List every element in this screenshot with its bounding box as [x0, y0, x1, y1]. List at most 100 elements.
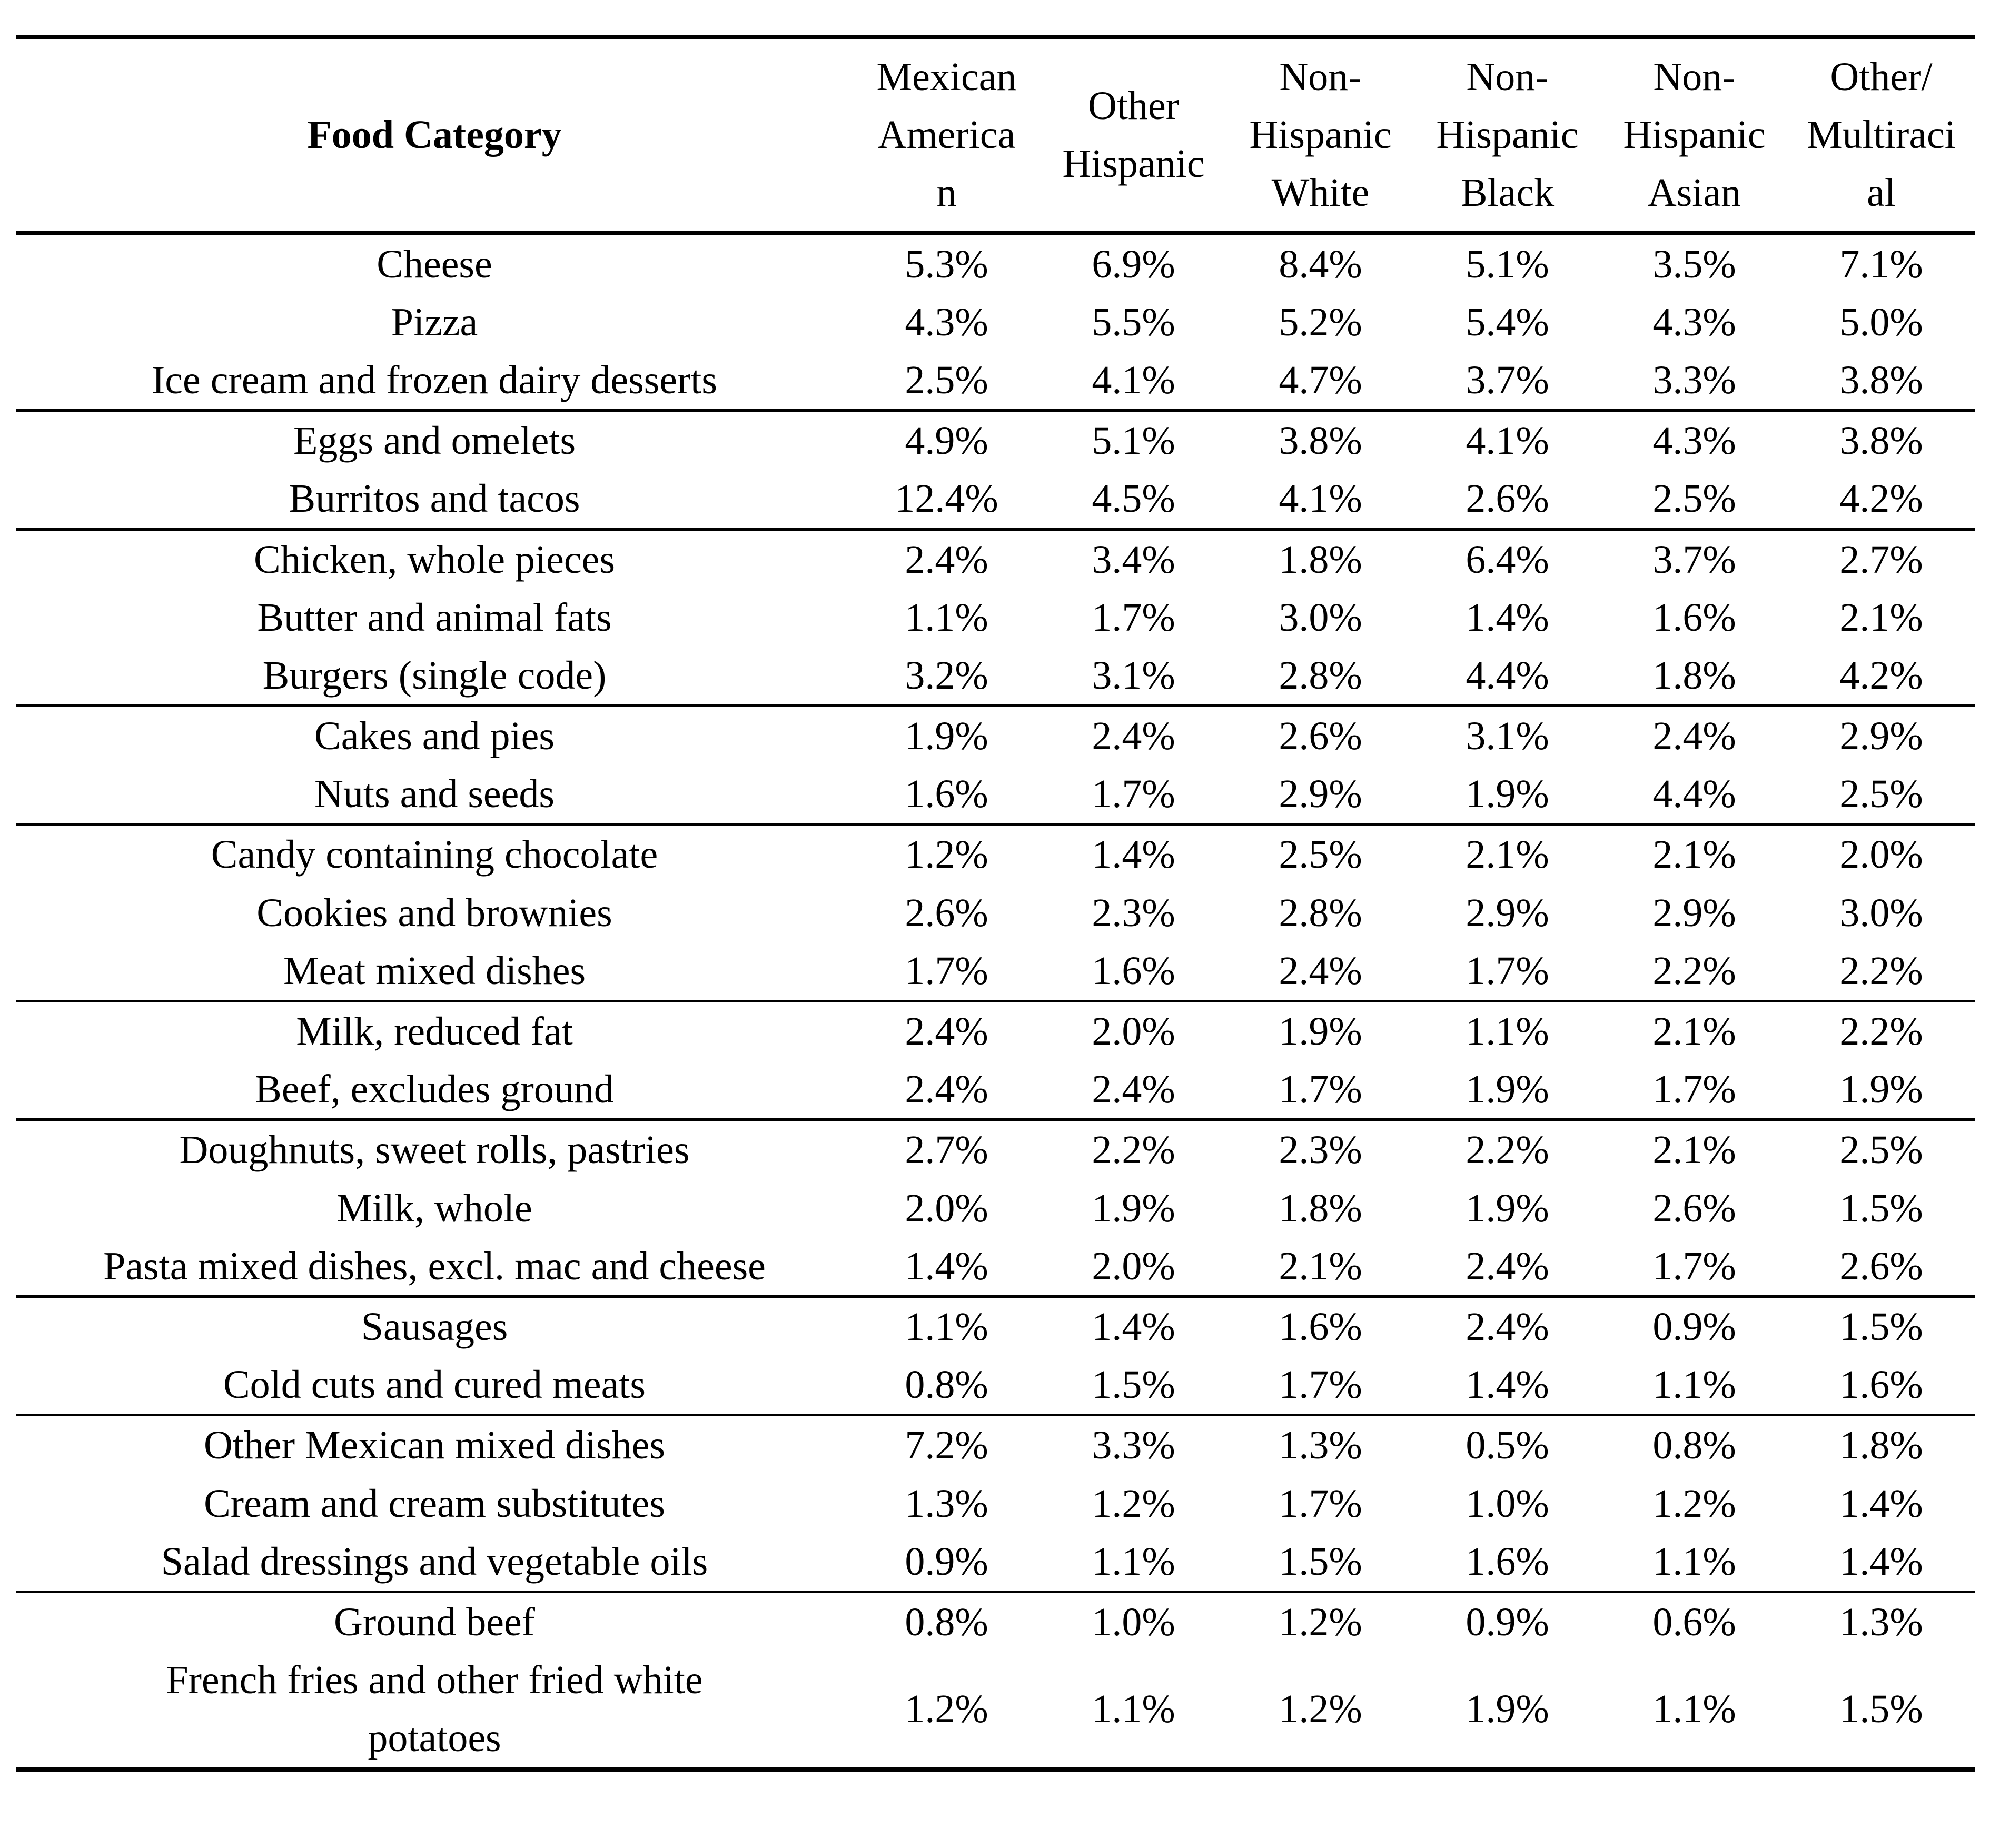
value-cell: 2.9%: [1466, 890, 1549, 935]
value-cell: 1.2%: [905, 832, 988, 877]
column-header-3: Non- Hispanic White: [1249, 55, 1392, 215]
value-cell: 4.3%: [1652, 300, 1736, 344]
row-group-2: Eggs and omelets 4.9% 5.1% 3.8% 4.1% 4.3% 3.8%…: [16, 411, 1975, 529]
value-cell: 4.2%: [1839, 476, 1923, 521]
food-category-table: Food Category Mexican America n Other Hisp…: [16, 35, 1975, 1772]
value-cell: 1.5%: [1092, 1363, 1175, 1407]
value-cell: 1.8%: [1652, 653, 1736, 698]
value-cell: 1.6%: [1466, 1539, 1549, 1584]
value-cell: 1.1%: [1092, 1687, 1175, 1732]
value-cell: 1.7%: [1652, 1244, 1736, 1288]
table-row: Milk, whole 2.0% 1.9% 1.8% 1.9% 2.6% 1.5%: [16, 1179, 1975, 1237]
food-category-cell: Candy containing chocolate: [211, 832, 658, 877]
value-cell: 1.4%: [905, 1244, 988, 1288]
value-cell: 1.2%: [905, 1687, 988, 1732]
value-cell: 2.9%: [1839, 714, 1923, 759]
value-cell: 2.3%: [1279, 1128, 1362, 1173]
value-cell: 1.9%: [1839, 1067, 1923, 1112]
value-cell: 1.2%: [1279, 1599, 1362, 1644]
value-cell: 4.1%: [1279, 476, 1362, 521]
food-category-cell: Ice cream and frozen dairy desserts: [152, 357, 717, 402]
value-cell: 2.0%: [1092, 1009, 1175, 1054]
value-cell: 6.9%: [1092, 242, 1175, 286]
value-cell: 4.1%: [1466, 419, 1549, 463]
value-cell: 3.3%: [1652, 357, 1736, 402]
table-row: Other Mexican mixed dishes 7.2% 3.3% 1.3% 0.…: [16, 1415, 1975, 1475]
value-cell: 1.1%: [1466, 1009, 1549, 1054]
value-cell: 1.1%: [905, 595, 988, 640]
value-cell: 1.0%: [1466, 1481, 1549, 1526]
value-cell: 5.1%: [1092, 419, 1175, 463]
value-cell: 3.4%: [1092, 537, 1175, 582]
table-row: Meat mixed dishes 1.7% 1.6% 2.4% 1.7% 2.2% 2.2…: [16, 942, 1975, 1001]
value-cell: 1.2%: [1092, 1481, 1175, 1526]
row-group-4: Cakes and pies 1.9% 2.4% 2.6% 3.1% 2.4% 2.9% Nu…: [16, 706, 1975, 824]
table-header: Food Category Mexican America n Other Hisp…: [16, 37, 1975, 233]
table-row: Candy containing chocolate 1.2% 1.4% 2.5% 2.…: [16, 824, 1975, 884]
value-cell: 2.1%: [1279, 1244, 1362, 1288]
value-cell: 2.6%: [1839, 1244, 1923, 1288]
food-category-cell: Cold cuts and cured meats: [223, 1363, 646, 1407]
value-cell: 2.1%: [1839, 595, 1923, 640]
value-cell: 0.5%: [1466, 1423, 1549, 1468]
row-group-7: Doughnuts, sweet rolls, pastries 2.7% 2.2%…: [16, 1120, 1975, 1297]
value-cell: 1.9%: [1466, 1687, 1549, 1732]
value-cell: 4.4%: [1652, 772, 1736, 817]
value-cell: 1.3%: [1279, 1423, 1362, 1468]
value-cell: 0.9%: [905, 1539, 988, 1584]
value-cell: 2.0%: [1092, 1244, 1175, 1288]
row-group-3: Chicken, whole pieces 2.4% 3.4% 1.8% 6.4% 3.7…: [16, 529, 1975, 706]
table-row: Chicken, whole pieces 2.4% 3.4% 1.8% 6.4% 3.7…: [16, 529, 1975, 589]
value-cell: 4.5%: [1092, 476, 1175, 521]
value-cell: 2.5%: [1652, 476, 1736, 521]
value-cell: 2.4%: [905, 537, 988, 582]
row-group-8: Sausages 1.1% 1.4% 1.6% 2.4% 0.9% 1.5% Cold cut…: [16, 1296, 1975, 1415]
value-cell: 2.2%: [1839, 948, 1923, 993]
food-category-cell: Eggs and omelets: [293, 419, 576, 463]
value-cell: 2.6%: [1466, 476, 1549, 521]
value-cell: 3.8%: [1279, 419, 1362, 463]
value-cell: 3.0%: [1839, 890, 1923, 935]
table-row: Ground beef 0.8% 1.0% 1.2% 0.9% 0.6% 1.3%: [16, 1592, 1975, 1651]
food-category-cell: Salad dressings and vegetable oils: [161, 1539, 708, 1584]
value-cell: 2.6%: [1279, 714, 1362, 759]
food-category-cell: Pasta mixed dishes, excl. mac and cheese: [103, 1244, 766, 1288]
value-cell: 2.0%: [905, 1186, 988, 1230]
food-category-cell: Butter and animal fats: [257, 595, 612, 640]
table-row: Burgers (single code) 3.2% 3.1% 2.8% 4.4% 1.8…: [16, 647, 1975, 706]
table-row: Cookies and brownies 2.6% 2.3% 2.8% 2.9% 2.9%…: [16, 884, 1975, 942]
value-cell: 1.4%: [1839, 1481, 1923, 1526]
value-cell: 1.7%: [1092, 595, 1175, 640]
column-header-food-category: Food Category: [307, 113, 562, 157]
value-cell: 2.1%: [1466, 832, 1549, 877]
table-row: Salad dressings and vegetable oils 0.9% 1.…: [16, 1533, 1975, 1592]
value-cell: 2.1%: [1652, 1128, 1736, 1173]
value-cell: 2.2%: [1466, 1128, 1549, 1173]
food-category-cell: Burritos and tacos: [289, 476, 580, 521]
value-cell: 1.6%: [1279, 1304, 1362, 1349]
value-cell: 0.9%: [1652, 1304, 1736, 1349]
table-row: Nuts and seeds 1.6% 1.7% 2.9% 1.9% 4.4% 2.5%: [16, 765, 1975, 824]
food-category-cell: Sausages: [361, 1304, 508, 1349]
value-cell: 1.4%: [1839, 1539, 1923, 1584]
food-category-cell: Cheese: [377, 242, 492, 286]
food-category-cell: Ground beef: [334, 1599, 535, 1644]
value-cell: 2.4%: [905, 1009, 988, 1054]
value-cell: 1.9%: [1466, 1067, 1549, 1112]
value-cell: 1.4%: [1092, 1304, 1175, 1349]
value-cell: 1.2%: [1652, 1481, 1736, 1526]
value-cell: 5.1%: [1466, 242, 1549, 286]
value-cell: 2.5%: [1839, 772, 1923, 817]
value-cell: 2.2%: [1652, 948, 1736, 993]
value-cell: 3.8%: [1839, 419, 1923, 463]
row-group-6: Milk, reduced fat 2.4% 2.0% 1.9% 1.1% 2.1% 2.2…: [16, 1001, 1975, 1120]
value-cell: 0.8%: [905, 1599, 988, 1644]
value-cell: 1.1%: [1652, 1687, 1736, 1732]
table-row: Pizza 4.3% 5.5% 5.2% 5.4% 4.3% 5.0%: [16, 293, 1975, 351]
value-cell: 4.2%: [1839, 653, 1923, 698]
table-row: Butter and animal fats 1.1% 1.7% 3.0% 1.4% 1.…: [16, 589, 1975, 647]
value-cell: 7.1%: [1839, 242, 1923, 286]
food-category-cell: Cookies and brownies: [256, 890, 612, 935]
value-cell: 1.5%: [1839, 1304, 1923, 1349]
table-row: French fries and other fried white potat…: [16, 1651, 1975, 1770]
